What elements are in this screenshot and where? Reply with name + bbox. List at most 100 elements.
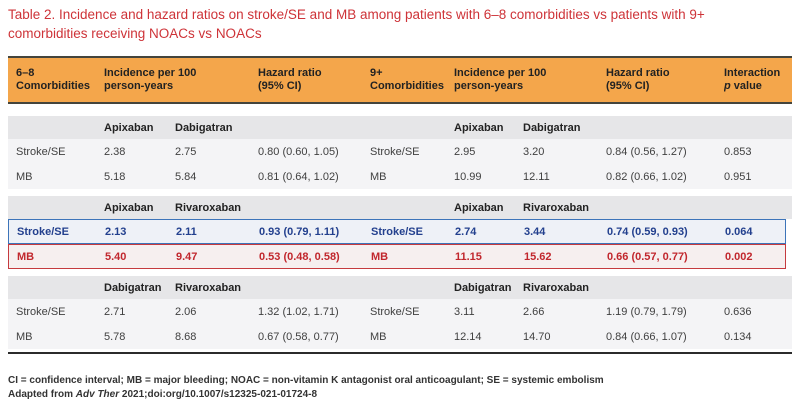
table-header-row: 6–8 Comorbidities Incidence per 100 pers… <box>8 56 792 104</box>
header-col-9plus-comorbidities: 9+ Comorbidities <box>370 67 454 94</box>
drug-subheader-row: Dabigatran Rivaroxaban Dabigatran Rivaro… <box>8 276 792 299</box>
incidence-value: 11.15 <box>455 250 482 263</box>
hazard-ratio-value: 0.80 (0.60, 1.05) <box>258 145 339 158</box>
outcome-label: MB <box>371 250 389 263</box>
source-journal: Adv Ther <box>75 389 120 400</box>
header-col-incidence-right: Incidence per 100 person-years <box>454 67 606 94</box>
drug-name: Rivaroxaban <box>523 201 590 214</box>
header-line: Comorbidities <box>370 80 444 92</box>
incidence-value: 12.11 <box>523 170 550 183</box>
hazard-ratio-value: 0.84 (0.66, 1.07) <box>606 330 687 343</box>
incidence-value: 2.13 <box>105 225 127 238</box>
section-apixaban-dabigatran: Apixaban Dabigatran Apixaban Dabigatran … <box>8 116 792 189</box>
table-title: Table 2. Incidence and hazard ratios on … <box>8 7 705 41</box>
outcome-label: MB <box>370 170 387 183</box>
incidence-value: 8.68 <box>175 330 197 343</box>
footnotes: CI = confidence interval; MB = major ble… <box>8 374 792 402</box>
source-prefix: Adapted from <box>8 389 76 400</box>
outcome-label: Stroke/SE <box>16 305 66 318</box>
p-italic: p <box>724 80 731 92</box>
incidence-value: 2.95 <box>454 145 476 158</box>
header-line: 9+ <box>370 66 383 79</box>
drug-name: Dabigatran <box>523 121 581 134</box>
header-line: (95% CI) <box>258 80 302 92</box>
header-col-incidence-left: Incidence per 100 person-years <box>104 67 258 94</box>
hazard-ratio-value: 0.82 (0.66, 1.02) <box>606 170 687 183</box>
incidence-value: 5.18 <box>104 170 126 183</box>
p-value: 0.951 <box>724 170 752 183</box>
drug-name: Apixaban <box>104 201 154 214</box>
incidence-value: 2.71 <box>104 305 126 318</box>
header-line: Hazard ratio <box>258 66 322 79</box>
hazard-ratio-value: 0.74 (0.59, 0.93) <box>607 225 688 238</box>
incidence-value: 3.11 <box>454 305 475 318</box>
drug-name: Dabigatran <box>104 281 162 294</box>
outcome-label: Stroke/SE <box>16 145 66 158</box>
p-value: 0.853 <box>724 145 752 158</box>
drug-name: Apixaban <box>454 201 504 214</box>
incidence-value: 15.62 <box>524 250 552 263</box>
incidence-value: 10.99 <box>454 170 482 183</box>
incidence-value: 12.14 <box>454 330 482 343</box>
p-value: 0.064 <box>725 225 753 238</box>
hazard-ratio-value: 1.32 (1.02, 1.71) <box>258 305 339 318</box>
incidence-value: 2.06 <box>175 305 197 318</box>
outcome-label: Stroke/SE <box>370 145 420 158</box>
header-line: person-years <box>104 80 174 92</box>
hazard-ratio-value: 1.19 (0.79, 1.79) <box>606 305 687 318</box>
highlighted-row-mb: MB 5.40 9.47 0.53 (0.48, 0.58) MB 11.15 … <box>8 244 786 269</box>
header-col-6-8-comorbidities: 6–8 Comorbidities <box>16 67 104 94</box>
abbreviations-note: CI = confidence interval; MB = major ble… <box>8 375 604 386</box>
drug-name: Rivaroxaban <box>523 281 590 294</box>
p-value: 0.636 <box>724 305 752 318</box>
outcome-label: Stroke/SE <box>371 225 423 238</box>
drug-name: Dabigatran <box>175 121 233 134</box>
section-dabigatran-rivaroxaban: Dabigatran Rivaroxaban Dabigatran Rivaro… <box>8 276 792 349</box>
highlighted-row-stroke-se: Stroke/SE 2.13 2.11 0.93 (0.79, 1.11) St… <box>8 219 786 244</box>
hazard-ratio-value: 0.66 (0.57, 0.77) <box>607 250 688 263</box>
hazard-ratio-value: 0.93 (0.79, 1.11) <box>259 225 340 238</box>
outcome-label: MB <box>16 330 33 343</box>
incidence-value: 2.66 <box>523 305 545 318</box>
header-line: p value <box>724 80 792 94</box>
header-line: 6–8 <box>16 66 35 79</box>
p-value: 0.134 <box>724 330 752 343</box>
drug-name: Rivaroxaban <box>175 201 242 214</box>
incidence-value: 2.74 <box>455 225 477 238</box>
incidence-value: 9.47 <box>176 250 198 263</box>
incidence-value: 3.20 <box>523 145 545 158</box>
header-line: person-years <box>454 80 524 92</box>
p-value: 0.002 <box>725 250 753 263</box>
p-rest: value <box>733 80 762 92</box>
comorbidity-table: 6–8 Comorbidities Incidence per 100 pers… <box>8 56 792 354</box>
drug-name: Rivaroxaban <box>175 281 242 294</box>
outcome-label: MB <box>17 250 35 263</box>
drug-subheader-row: Apixaban Rivaroxaban Apixaban Rivaroxaba… <box>8 196 792 219</box>
source-doi: 2021;doi:org/10.1007/s12325-021-01724-8 <box>119 389 318 400</box>
header-line: Comorbidities <box>16 80 90 92</box>
table-row: MB 5.18 5.84 0.81 (0.64, 1.02) MB 10.99 … <box>8 164 792 189</box>
drug-name: Apixaban <box>104 121 154 134</box>
incidence-value: 5.40 <box>105 250 127 263</box>
header-col-interaction-p: Interaction p value <box>724 67 792 94</box>
table-row: Stroke/SE 2.71 2.06 1.32 (1.02, 1.71) St… <box>8 299 792 324</box>
table-row: MB 5.78 8.68 0.67 (0.58, 0.77) MB 12.14 … <box>8 324 792 349</box>
header-line: Hazard ratio <box>606 66 670 79</box>
incidence-value: 2.75 <box>175 145 197 158</box>
outcome-label: Stroke/SE <box>370 305 420 318</box>
section-apixaban-rivaroxaban: Apixaban Rivaroxaban Apixaban Rivaroxaba… <box>8 196 792 269</box>
outcome-label: Stroke/SE <box>17 225 69 238</box>
header-line: Incidence per 100 <box>454 66 547 79</box>
hazard-ratio-value: 0.53 (0.48, 0.58) <box>259 250 340 263</box>
drug-subheader-row: Apixaban Dabigatran Apixaban Dabigatran <box>8 116 792 139</box>
incidence-value: 5.84 <box>175 170 197 183</box>
incidence-value: 14.70 <box>523 330 551 343</box>
table-row: Stroke/SE 2.38 2.75 0.80 (0.60, 1.05) St… <box>8 139 792 164</box>
drug-name: Apixaban <box>454 121 504 134</box>
outcome-label: MB <box>16 170 33 183</box>
hazard-ratio-value: 0.67 (0.58, 0.77) <box>258 330 339 343</box>
source-note: Adapted from Adv Ther 2021;doi:org/10.10… <box>8 388 792 402</box>
header-col-hazard-left: Hazard ratio (95% CI) <box>258 67 370 94</box>
header-col-hazard-right: Hazard ratio (95% CI) <box>606 67 724 94</box>
